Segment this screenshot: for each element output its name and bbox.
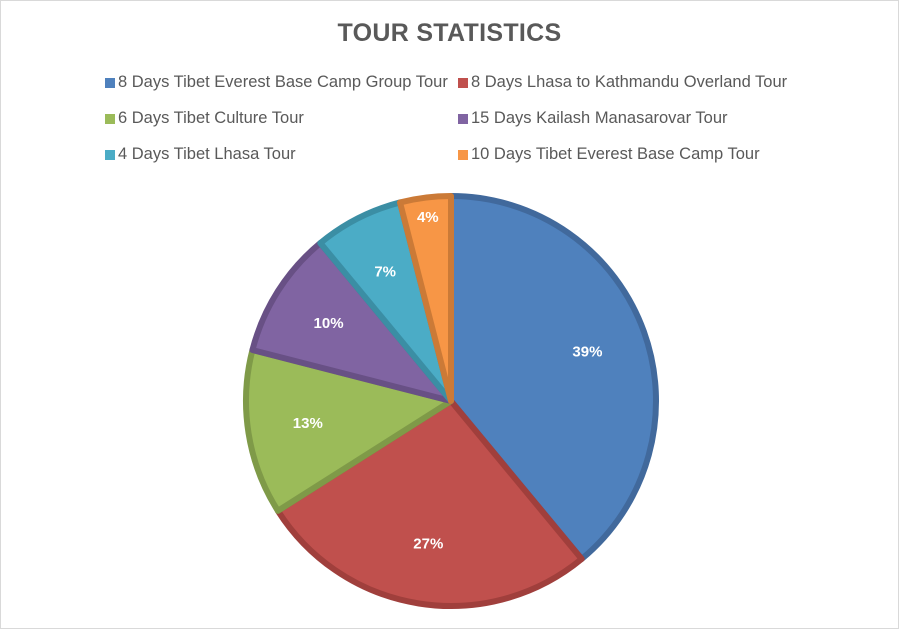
pie-slice-1 xyxy=(274,398,585,609)
data-label-0: 39% xyxy=(572,343,602,360)
data-label-2: 13% xyxy=(293,415,323,432)
legend-swatch-0 xyxy=(105,77,115,88)
chart-title: TOUR STATISTICS xyxy=(337,19,562,47)
legend-label-0: 8 Days Tibet Everest Base Camp Group Tou… xyxy=(118,73,448,91)
legend-label-3: 15 Days Kailash Manasarovar Tour xyxy=(471,109,728,127)
data-label-1: 27% xyxy=(413,536,443,553)
pie-data-labels: 39% 27% 13% 10% 7% 4% xyxy=(293,209,603,553)
legend-item-5: 10 Days Tibet Everest Base Camp Tour xyxy=(458,145,760,164)
pie-slices xyxy=(243,193,659,609)
legend-label-1: 8 Days Lhasa to Kathmandu Overland Tour xyxy=(471,73,788,91)
legend-swatch-3 xyxy=(458,113,468,124)
legend-swatch-4 xyxy=(105,149,115,160)
pie-slice-3 xyxy=(249,240,454,404)
legend-item-4: 4 Days Tibet Lhasa Tour xyxy=(105,145,296,164)
legend-label-2: 6 Days Tibet Culture Tour xyxy=(118,109,304,127)
data-label-3: 10% xyxy=(314,315,344,332)
legend-item-0: 8 Days Tibet Everest Base Camp Group Tou… xyxy=(105,73,448,92)
data-label-5: 4% xyxy=(417,209,439,226)
legend-item-1: 8 Days Lhasa to Kathmandu Overland Tour xyxy=(458,73,787,92)
legend-label-4: 4 Days Tibet Lhasa Tour xyxy=(118,145,296,163)
pie-slice-5 xyxy=(397,193,454,404)
legend-label-5: 10 Days Tibet Everest Base Camp Tour xyxy=(471,145,760,163)
legend-swatch-5 xyxy=(458,149,468,160)
legend-swatch-1 xyxy=(458,77,468,88)
legend-item-2: 6 Days Tibet Culture Tour xyxy=(105,109,304,128)
pie-slice-0 xyxy=(448,193,659,562)
data-label-4: 7% xyxy=(374,263,396,280)
legend-item-3: 15 Days Kailash Manasarovar Tour xyxy=(458,109,728,128)
legend-swatch-2 xyxy=(105,113,115,124)
